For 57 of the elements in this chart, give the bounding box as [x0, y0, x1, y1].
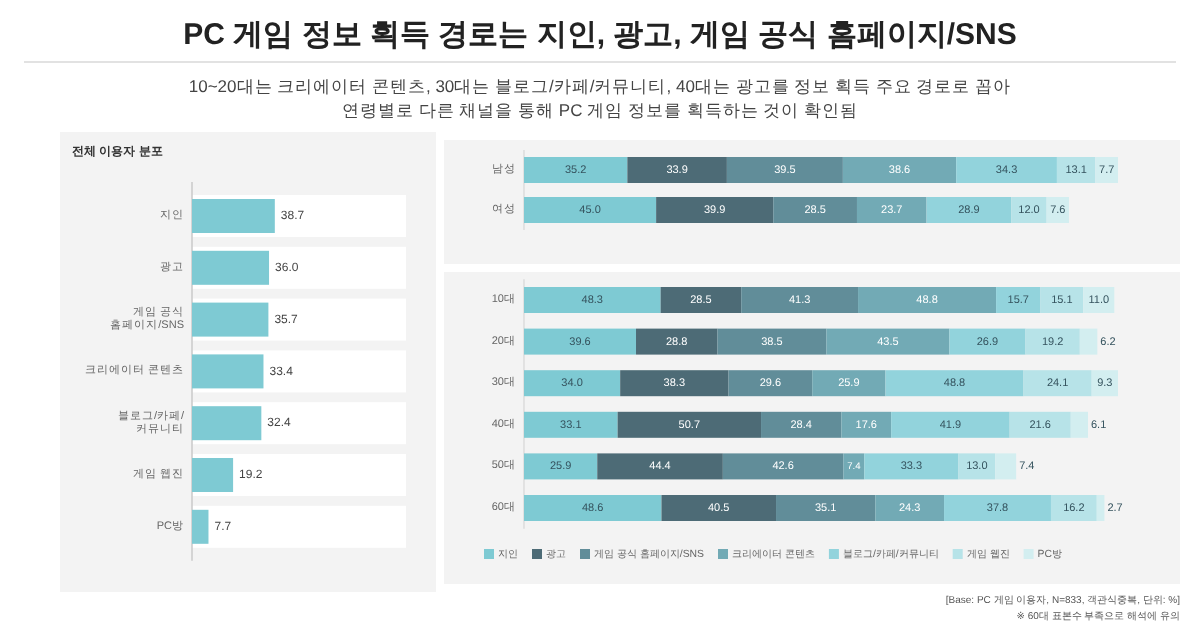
bar	[1096, 495, 1105, 521]
bar	[1056, 157, 1096, 183]
bar	[660, 287, 742, 313]
bar	[885, 370, 1024, 397]
bar	[620, 370, 729, 397]
bar	[949, 328, 1026, 355]
bar	[617, 411, 762, 438]
text: PC 게임 정보 획득 경로는 지인, 광고, 게임 공식 홈페이지/SNS	[183, 18, 1017, 52]
bar	[841, 411, 892, 438]
bar	[864, 453, 959, 480]
bar	[826, 328, 950, 355]
bar	[1050, 495, 1097, 521]
bar	[524, 197, 657, 223]
text: 10~20대는 크리에이터 콘텐츠, 30대는 블로그/카페/커뮤니티, 40대는 광고를 정보 획득 주요 경로로 꼽아 연령별로 다른 채널을 통해 PC 게임 정보를 획득하는 것이 확인됨	[188, 76, 1012, 121]
bar	[1095, 157, 1118, 183]
bar	[627, 157, 727, 183]
bar	[524, 287, 661, 313]
bar	[1009, 411, 1071, 438]
bar	[996, 287, 1041, 313]
bar	[1070, 411, 1089, 438]
bar	[856, 197, 927, 223]
bar	[995, 453, 1017, 480]
bar	[956, 157, 1057, 183]
bar	[761, 411, 842, 438]
bar	[192, 458, 234, 492]
bar	[524, 495, 662, 521]
bar	[524, 453, 598, 480]
bar	[722, 453, 844, 480]
bar	[958, 453, 996, 480]
bar	[843, 453, 865, 480]
bar	[875, 495, 945, 521]
bar	[524, 411, 618, 438]
bar	[842, 157, 957, 183]
bar	[524, 328, 637, 355]
bar	[717, 328, 827, 355]
bar	[1011, 197, 1047, 223]
bar	[1023, 370, 1092, 397]
bar	[656, 197, 774, 223]
bar	[524, 157, 628, 183]
bar	[812, 370, 886, 397]
bar	[597, 453, 723, 480]
bar	[858, 287, 997, 313]
bar	[1040, 287, 1084, 313]
bar	[636, 328, 718, 355]
bar	[1025, 328, 1080, 355]
bar	[926, 197, 1012, 223]
bar	[773, 197, 857, 223]
bar	[192, 509, 209, 544]
bar	[741, 287, 859, 313]
bar	[776, 495, 876, 521]
bar	[661, 495, 777, 521]
bar	[728, 370, 813, 397]
bar	[944, 495, 1051, 521]
bar	[726, 157, 843, 183]
bar	[891, 411, 1010, 438]
bar	[524, 370, 621, 397]
bar	[1079, 328, 1098, 355]
